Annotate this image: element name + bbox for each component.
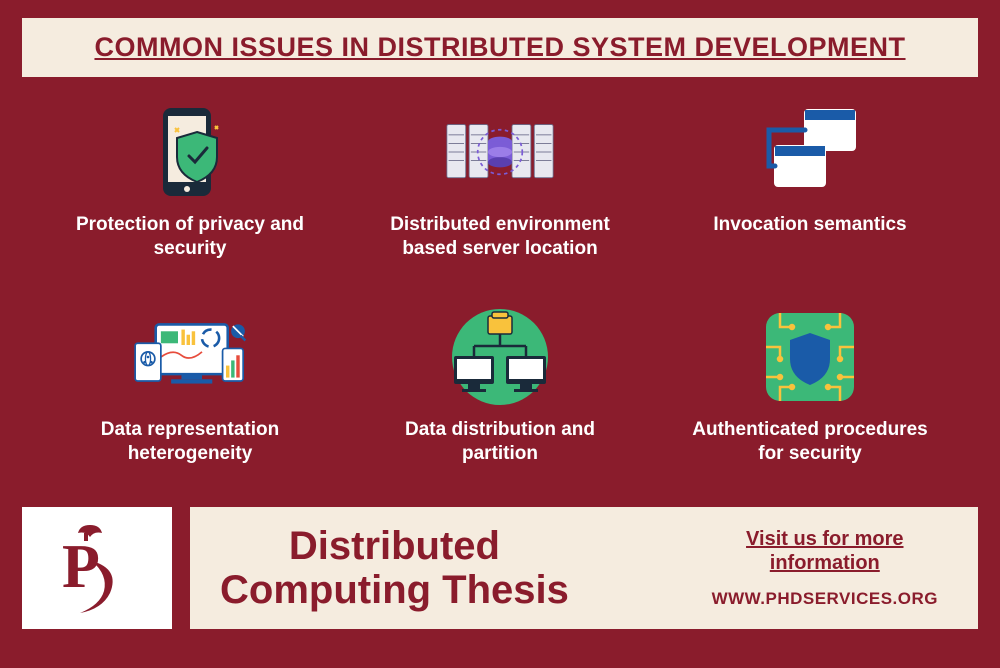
issue-privacy: Protection of privacy and security [40,97,340,292]
issue-label: Distributed environment based server loc… [370,213,630,261]
monitors-icon [440,302,560,412]
footer: P Distributed Computing Thesis Visit us … [0,507,1000,647]
footer-url[interactable]: WWW.PHDSERVICES.ORG [712,589,938,609]
issue-label: Protection of privacy and security [60,213,320,261]
circuit-shield-icon [750,302,870,412]
issues-grid: Protection of privacy and security [0,77,1000,507]
footer-title: Distributed Computing Thesis [220,524,569,612]
visit-line2: information [712,551,938,575]
servers-icon [440,97,560,207]
phone-shield-icon [130,97,250,207]
footer-right: Visit us for more information WWW.PHDSER… [712,527,938,609]
svg-text:P: P [62,533,100,601]
issue-server-location: Distributed environment based server loc… [350,97,650,292]
issue-invocation: Invocation semantics [660,97,960,292]
issue-label: Data distribution and partition [370,418,630,466]
visit-link[interactable]: Visit us for more information [712,527,938,575]
issue-data-representation: Data representation heterogeneity [40,302,340,497]
dashboard-icon [130,302,250,412]
issue-label: Invocation semantics [713,213,906,237]
footer-main: Distributed Computing Thesis Visit us fo… [190,507,978,629]
phd-logo-icon: P [42,513,152,623]
footer-title-line2: Computing Thesis [220,568,569,612]
windows-link-icon [750,97,870,207]
footer-title-line1: Distributed [220,524,569,568]
issue-data-distribution: Data distribution and partition [350,302,650,497]
issue-authenticated: Authenticated procedures for security [660,302,960,497]
header-bar: COMMON ISSUES IN DISTRIBUTED SYSTEM DEVE… [22,18,978,77]
issue-label: Data representation heterogeneity [60,418,320,466]
page-title: COMMON ISSUES IN DISTRIBUTED SYSTEM DEVE… [32,32,968,63]
visit-line1: Visit us for more [712,527,938,551]
issue-label: Authenticated procedures for security [680,418,940,466]
logo-box: P [22,507,172,629]
